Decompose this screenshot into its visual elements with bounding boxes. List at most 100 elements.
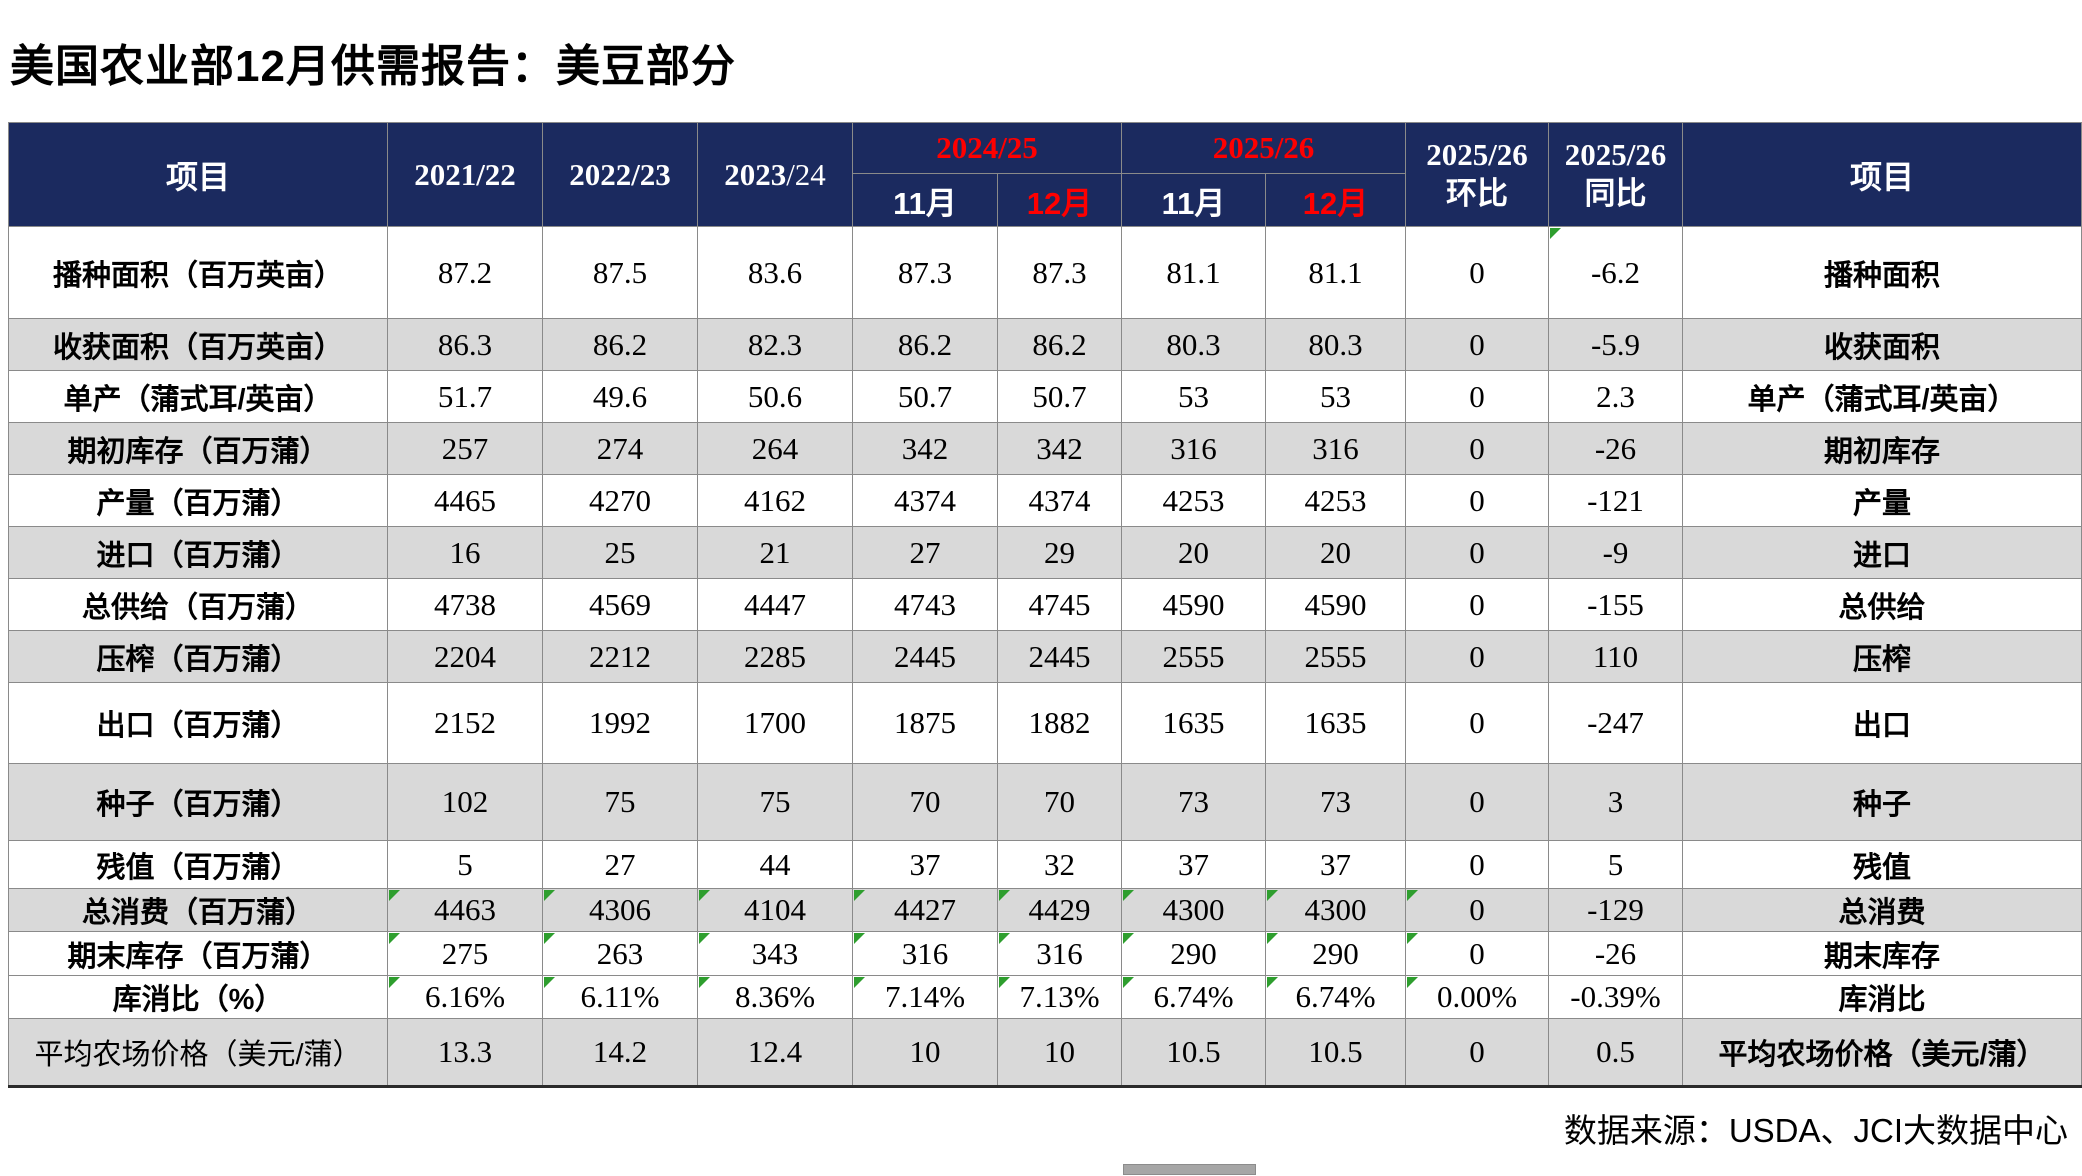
- value-cell: 37: [1121, 840, 1266, 889]
- value-cell: 7.14%: [852, 975, 998, 1019]
- mom-cell: 0: [1405, 1018, 1549, 1088]
- table-row: 期初库存（百万蒲） 257 274 264 342 342 316 316 0 -26 期初库存: [8, 422, 2082, 475]
- row-label-left: 收获面积（百万英亩）: [8, 318, 388, 371]
- table-row: 总供给（百万蒲） 4738 4569 4447 4743 4745 4590 4590 0 -15…: [8, 578, 2082, 631]
- value-cell: 12.4: [697, 1018, 853, 1088]
- row-label-right: 单产（蒲式耳/英亩）: [1682, 370, 2082, 423]
- value-cell: 316: [1265, 422, 1406, 475]
- value-cell: 4374: [997, 474, 1122, 527]
- value-cell: 4253: [1265, 474, 1406, 527]
- value-cell: 20: [1265, 526, 1406, 579]
- col-header-yoy: 2025/26 同比: [1548, 122, 1683, 227]
- mom-cell: 0.00%: [1405, 975, 1549, 1019]
- value-cell: 87.3: [997, 226, 1122, 319]
- value-cell: 4465: [387, 474, 543, 527]
- value-cell: 29: [997, 526, 1122, 579]
- cell-corner-marker: [544, 933, 555, 944]
- value-cell: 5: [387, 840, 543, 889]
- supply-demand-table: 项目 2021/22 2022/23 2023/24 2024/25 2025/…: [8, 122, 2082, 1088]
- row-label-left: 压榨（百万蒲）: [8, 630, 388, 683]
- row-label-left: 库消比（%）: [8, 975, 388, 1019]
- cell-corner-marker: [854, 977, 865, 988]
- col-header-2022-23: 2022/23: [542, 122, 698, 227]
- cell-corner-marker: [999, 977, 1010, 988]
- cell-corner-marker: [389, 890, 400, 901]
- table-row: 出口（百万蒲） 2152 1992 1700 1875 1882 1635 1635 0 -247…: [8, 682, 2082, 764]
- row-label-right: 库消比: [1682, 975, 2082, 1019]
- yoy-cell: -247: [1548, 682, 1683, 764]
- value-cell: 1700: [697, 682, 853, 764]
- value-cell: 80.3: [1265, 318, 1406, 371]
- yoy-cell: -155: [1548, 578, 1683, 631]
- cell-corner-marker: [699, 933, 710, 944]
- cell-corner-marker: [1550, 228, 1561, 239]
- horizontal-scrollbar-thumb[interactable]: [1123, 1164, 1256, 1175]
- mom-cell: 0: [1405, 682, 1549, 764]
- cell-corner-marker: [699, 977, 710, 988]
- value-cell: 4590: [1265, 578, 1406, 631]
- value-cell: 81.1: [1265, 226, 1406, 319]
- cell-corner-marker: [1123, 890, 1134, 901]
- yoy-cell: -9: [1548, 526, 1683, 579]
- value-cell: 50.6: [697, 370, 853, 423]
- row-label-left: 总消费（百万蒲）: [8, 888, 388, 932]
- value-cell: 10.5: [1265, 1018, 1406, 1088]
- mom-cell: 0: [1405, 931, 1549, 976]
- value-cell: 4743: [852, 578, 998, 631]
- value-cell: 316: [1121, 422, 1266, 475]
- row-label-right: 总消费: [1682, 888, 2082, 932]
- value-cell: 37: [852, 840, 998, 889]
- data-source: 数据来源：USDA、JCI大数据中心: [1563, 1112, 2068, 1149]
- row-label-left: 残值（百万蒲）: [8, 840, 388, 889]
- table-row: 种子（百万蒲） 102 75 75 70 70 73 73 0 3 种子: [8, 763, 2082, 841]
- value-cell: 49.6: [542, 370, 698, 423]
- table-row: 残值（百万蒲） 5 27 44 37 32 37 37 0 5 残值: [8, 840, 2082, 889]
- value-cell: 50.7: [997, 370, 1122, 423]
- value-cell: 1882: [997, 682, 1122, 764]
- col-subheader-month-0: 11月: [852, 173, 998, 227]
- value-cell: 4306: [542, 888, 698, 932]
- table-row: 平均农场价格（美元/蒲） 13.3 14.2 12.4 10 10 10.5 10.5 0 0.5…: [8, 1018, 2082, 1088]
- value-cell: 275: [387, 931, 543, 976]
- value-cell: 263: [542, 931, 698, 976]
- row-label-right: 产量: [1682, 474, 2082, 527]
- value-cell: 86.2: [542, 318, 698, 371]
- value-cell: 290: [1121, 931, 1266, 976]
- row-label-left: 期初库存（百万蒲）: [8, 422, 388, 475]
- row-label-right: 总供给: [1682, 578, 2082, 631]
- value-cell: 27: [542, 840, 698, 889]
- col-header-mom-label: 环比: [1446, 175, 1508, 211]
- value-cell: 10: [997, 1018, 1122, 1088]
- value-cell: 82.3: [697, 318, 853, 371]
- value-cell: 14.2: [542, 1018, 698, 1088]
- cell-corner-marker: [999, 933, 1010, 944]
- value-cell: 6.11%: [542, 975, 698, 1019]
- value-cell: 50.7: [852, 370, 998, 423]
- col-header-item-right: 项目: [1682, 122, 2082, 227]
- value-cell: 4427: [852, 888, 998, 932]
- row-label-right: 进口: [1682, 526, 2082, 579]
- value-cell: 316: [852, 931, 998, 976]
- value-cell: 13.3: [387, 1018, 543, 1088]
- row-label-right: 出口: [1682, 682, 2082, 764]
- col-header-mom: 2025/26 环比: [1405, 122, 1549, 227]
- table-row: 期末库存（百万蒲） 275 263 343 316 316 290 290 0 -26 期末库存: [8, 931, 2082, 976]
- value-cell: 2285: [697, 630, 853, 683]
- table-row: 库消比（%） 6.16% 6.11% 8.36% 7.14% 7.13% 6.74% 6.74…: [8, 975, 2082, 1019]
- value-cell: 73: [1265, 763, 1406, 841]
- value-cell: 4447: [697, 578, 853, 631]
- value-cell: 257: [387, 422, 543, 475]
- table-row: 进口（百万蒲） 16 25 21 27 29 20 20 0 -9 进口: [8, 526, 2082, 579]
- value-cell: 53: [1265, 370, 1406, 423]
- value-cell: 6.16%: [387, 975, 543, 1019]
- col-header-2023-24-bold: 2023: [724, 156, 787, 192]
- col-group-2025-26: 2025/26: [1121, 122, 1406, 174]
- value-cell: 102: [387, 763, 543, 841]
- value-cell: 4300: [1121, 888, 1266, 932]
- cell-corner-marker: [544, 890, 555, 901]
- value-cell: 4590: [1121, 578, 1266, 631]
- value-cell: 4270: [542, 474, 698, 527]
- value-cell: 25: [542, 526, 698, 579]
- cell-corner-marker: [389, 933, 400, 944]
- value-cell: 290: [1265, 931, 1406, 976]
